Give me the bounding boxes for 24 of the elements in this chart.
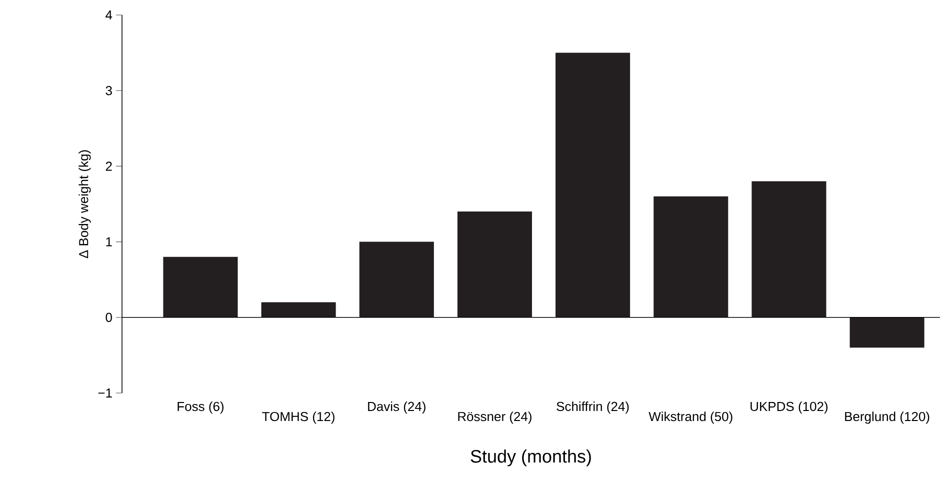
x-tick-label: Rössner (24) <box>458 412 532 424</box>
y-tick-label: 1 <box>106 237 112 246</box>
bar <box>556 52 630 318</box>
y-tick-label: 4 <box>106 10 112 20</box>
y-tick-label: −1 <box>98 388 112 398</box>
y-axis-title: Δ Body weight (kg) <box>78 150 91 258</box>
bar <box>654 196 728 318</box>
y-tick-label: 0 <box>106 312 112 322</box>
bar <box>850 317 924 348</box>
x-tick-label: TOMHS (12) <box>262 412 334 424</box>
y-tick-label: 2 <box>106 162 112 171</box>
x-tick-label: Foss (6) <box>178 402 224 414</box>
bar <box>752 181 826 318</box>
x-axis-title: Study (months) <box>470 450 591 466</box>
x-tick-label: Berglund (120) <box>845 412 930 424</box>
bar <box>359 242 434 318</box>
x-tick-label: Wikstrand (50) <box>648 412 732 424</box>
bar <box>261 302 336 318</box>
x-tick-label: Schiffrin (24) <box>556 402 629 414</box>
bar <box>163 256 238 318</box>
bar <box>457 212 532 318</box>
x-tick-label: Davis (24) <box>368 402 426 414</box>
x-tick-label: UKPDS (102) <box>750 402 828 414</box>
y-tick-label: 3 <box>106 86 112 96</box>
